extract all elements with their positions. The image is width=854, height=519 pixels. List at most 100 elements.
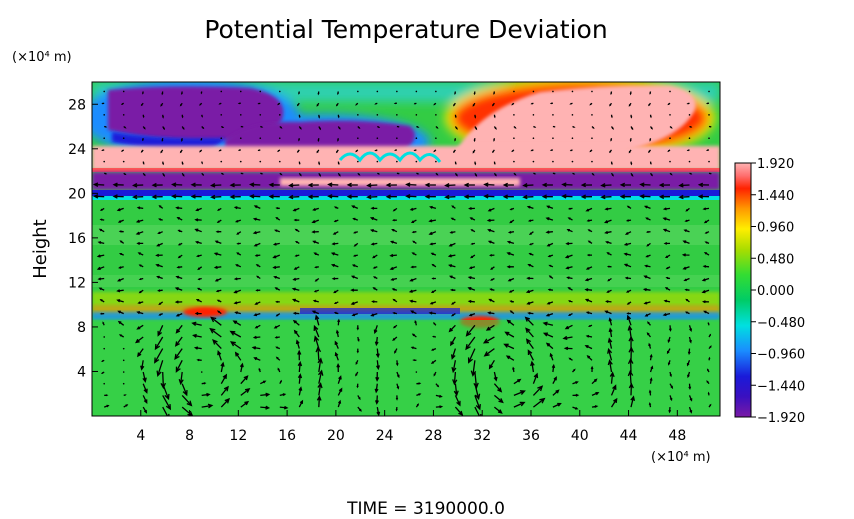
wind-vector	[470, 229, 476, 233]
wind-vector	[429, 301, 437, 305]
wind-vector	[662, 207, 671, 211]
wind-vector	[294, 228, 300, 233]
wind-vector	[546, 301, 554, 305]
wind-vector	[552, 389, 560, 396]
wind-vector	[610, 91, 613, 96]
wind-vector	[453, 383, 459, 397]
wind-vector	[141, 91, 144, 95]
wind-vector	[258, 367, 261, 373]
wind-vector	[468, 312, 476, 317]
wind-vector	[389, 253, 397, 258]
wind-vector	[669, 160, 671, 163]
wind-vector	[705, 102, 710, 105]
wind-vector	[493, 138, 496, 142]
wind-vector	[704, 241, 710, 244]
wind-vector	[350, 275, 359, 280]
wind-vector	[313, 324, 320, 338]
wind-vector	[444, 183, 456, 188]
wind-vector	[415, 160, 418, 163]
wind-vector	[293, 266, 300, 270]
wind-vector	[313, 289, 320, 293]
wind-vector	[643, 301, 651, 305]
wind-vector	[216, 310, 222, 315]
wind-vector	[585, 334, 593, 338]
wind-vector	[253, 357, 261, 361]
wind-vector	[394, 149, 398, 151]
wind-vector	[435, 126, 439, 129]
wind-vector	[357, 336, 360, 343]
wind-vector	[607, 277, 612, 282]
wind-vector	[288, 194, 300, 200]
wind-vector	[688, 160, 691, 163]
wind-vector	[331, 277, 339, 281]
wind-vector	[96, 266, 105, 270]
wind-vector	[103, 90, 105, 93]
wind-vector	[293, 218, 300, 222]
wind-vector	[220, 137, 223, 140]
wind-vector	[415, 90, 418, 93]
wind-vector	[210, 194, 222, 200]
wind-vector	[567, 287, 573, 291]
wind-vector	[428, 311, 436, 315]
wind-vector	[385, 182, 397, 188]
wind-vector	[450, 313, 456, 317]
wind-vector	[454, 161, 457, 165]
wind-vector	[527, 263, 534, 268]
wind-vector	[327, 182, 339, 187]
wind-vector	[160, 102, 164, 107]
wind-vector	[197, 277, 202, 281]
wind-vector	[509, 300, 515, 303]
wind-vector	[410, 219, 417, 223]
wind-vector	[545, 342, 554, 350]
wind-vector	[646, 321, 651, 326]
wind-vector	[385, 194, 397, 199]
wind-vector	[298, 138, 300, 142]
wind-vector	[416, 172, 420, 175]
wind-vector	[450, 217, 456, 221]
wind-vector	[123, 125, 127, 129]
wind-vector	[591, 90, 593, 93]
wind-vector	[209, 327, 222, 338]
wind-vector	[260, 172, 264, 175]
wind-vector	[412, 359, 417, 362]
wind-vector	[297, 373, 303, 384]
wind-vector	[376, 114, 379, 116]
wind-vector	[210, 183, 222, 188]
wind-vector	[392, 207, 398, 212]
wind-vector	[216, 219, 222, 224]
wind-vector	[629, 138, 632, 143]
wind-vector	[607, 347, 613, 361]
wind-vector	[610, 126, 614, 130]
wind-vector	[396, 160, 398, 163]
wind-vector	[454, 126, 458, 130]
wind-vector	[474, 126, 478, 131]
wind-vector	[465, 324, 476, 337]
wind-vector	[429, 205, 437, 210]
wind-vector	[435, 160, 437, 163]
wind-vector	[493, 394, 504, 404]
x-tick-label: 48	[668, 428, 686, 444]
y-axis-label: Height	[30, 219, 51, 279]
wind-vector	[591, 114, 593, 116]
wind-vector	[314, 266, 319, 269]
wind-vector	[586, 355, 593, 361]
wind-vector	[610, 138, 613, 142]
wind-vector	[410, 310, 417, 315]
wind-vector	[413, 102, 417, 105]
wind-vector	[233, 206, 241, 210]
wind-vector	[664, 254, 671, 259]
wind-vector	[372, 254, 378, 259]
wind-vector	[625, 219, 632, 222]
wind-vector	[278, 114, 281, 116]
wind-vector	[552, 125, 556, 128]
wind-vector	[626, 312, 632, 315]
wind-vector	[562, 335, 573, 341]
wind-vector	[454, 114, 457, 119]
wind-vector	[663, 242, 671, 245]
wind-vector	[708, 90, 710, 93]
wind-vector	[366, 183, 378, 188]
wind-vector	[331, 242, 339, 246]
wind-vector	[312, 240, 320, 245]
wind-vector	[585, 207, 593, 212]
wind-vector	[355, 360, 359, 365]
